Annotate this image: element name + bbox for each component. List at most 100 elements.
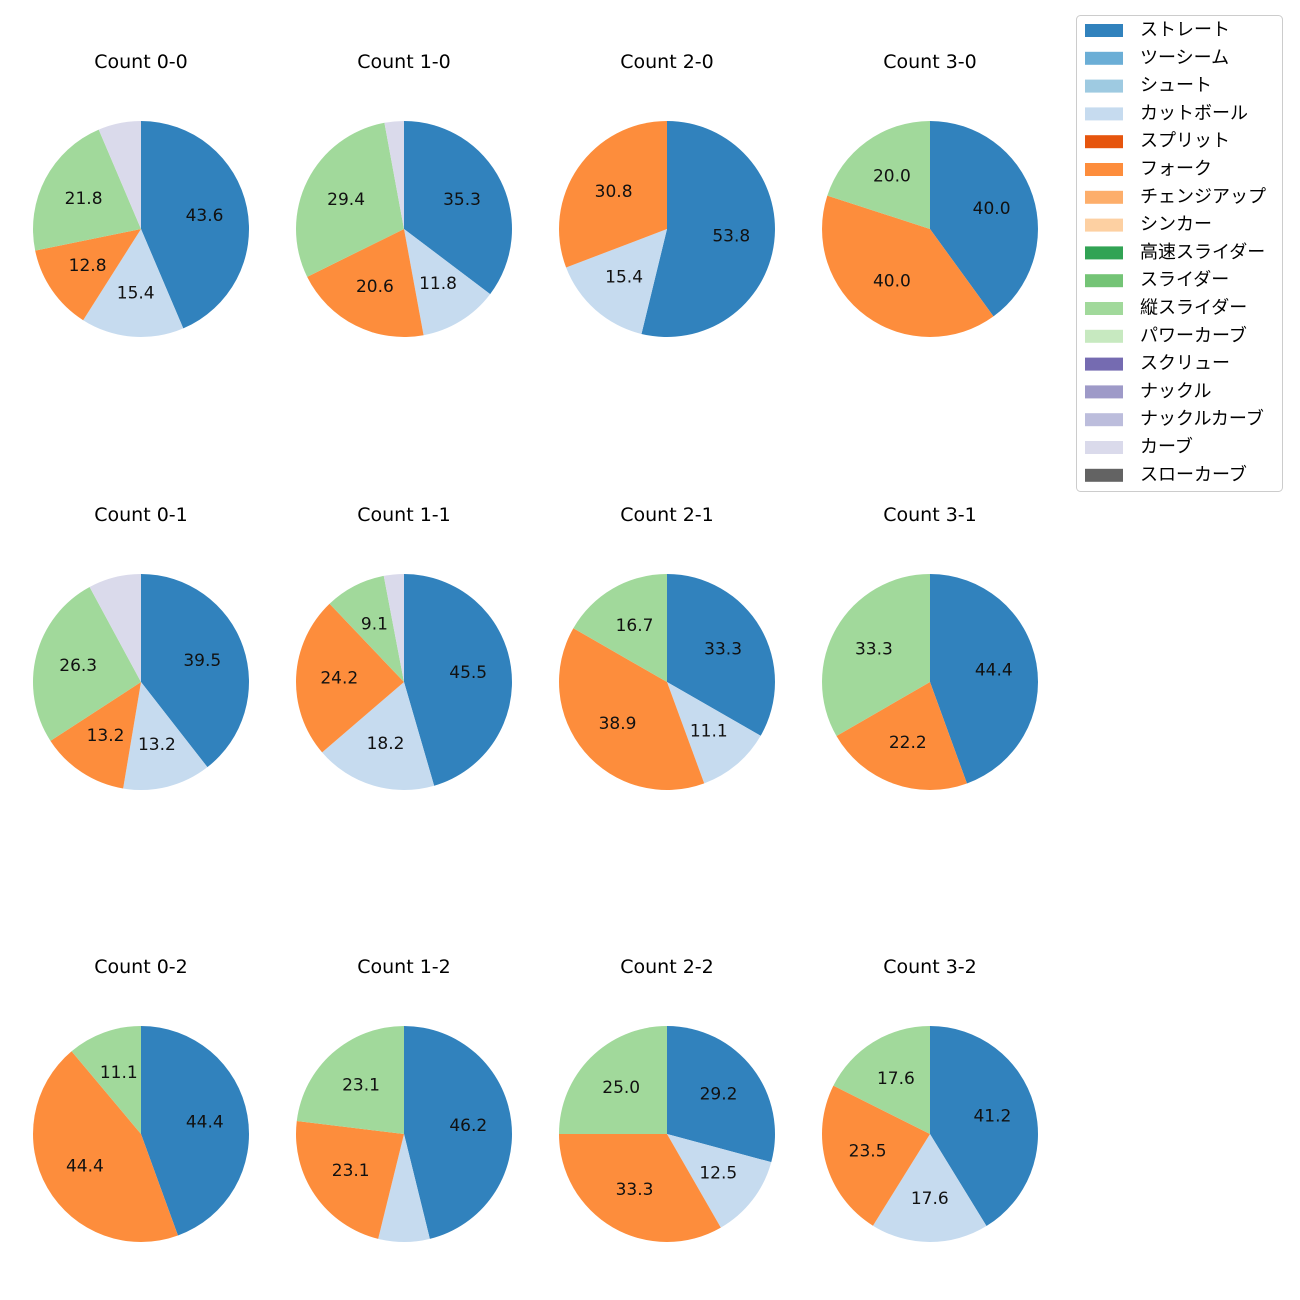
slice-label: 30.8 — [595, 182, 633, 202]
pie-slice — [35, 229, 141, 321]
pie-slice — [83, 229, 184, 338]
legend-swatch — [1085, 135, 1123, 149]
slice-label: 39.5 — [183, 651, 221, 671]
slice-label: 16.7 — [616, 616, 654, 636]
pie-chart: Count 2-0 53.8 15.4 30.8 — [558, 51, 775, 337]
legend-label: スライダー — [1140, 270, 1229, 291]
pie-slice — [98, 121, 141, 229]
legend-swatch — [1085, 246, 1123, 260]
slice-label: 25.0 — [602, 1078, 640, 1098]
legend-label: カーブ — [1140, 436, 1193, 458]
legend-label: カットボール — [1140, 103, 1248, 124]
slice-label: 17.6 — [877, 1069, 915, 1089]
legend-swatch — [1085, 218, 1123, 232]
slice-label: 33.3 — [855, 640, 893, 660]
pie-slice — [566, 229, 667, 334]
pie-slice — [404, 121, 513, 295]
legend-label: スローカーブ — [1140, 463, 1247, 485]
pie-slice — [404, 1026, 512, 1239]
slice-label: 17.6 — [911, 1189, 949, 1209]
legend-swatch — [1085, 190, 1123, 204]
slice-label: 18.2 — [367, 734, 405, 754]
pie-slice — [404, 574, 512, 786]
legend-swatch — [1085, 163, 1123, 176]
slice-label: 44.4 — [975, 661, 1013, 681]
slice-label: 15.4 — [605, 268, 643, 288]
pie-slice — [822, 195, 994, 337]
pie-title: Count 1-2 — [357, 956, 451, 978]
slice-label: 13.2 — [138, 735, 176, 755]
legend-swatch — [1085, 468, 1123, 482]
pie-slice — [559, 1134, 721, 1242]
pie-chart: Count 2-1 33.3 11.1 38.9 16.7 — [559, 504, 775, 790]
slice-label: 12.5 — [699, 1164, 737, 1184]
slice-label: 20.0 — [873, 167, 911, 187]
slice-label: 23.1 — [342, 1076, 380, 1096]
pie-chart: Count 0-1 39.5 13.2 13.2 26.3 — [32, 504, 250, 791]
legend-swatch — [1085, 79, 1123, 93]
pie-slice — [559, 1026, 667, 1134]
pie-chart: Count 2-2 29.2 12.5 33.3 25.0 — [559, 956, 775, 1242]
pie-slice — [930, 574, 1039, 784]
slice-label: 11.1 — [100, 1063, 138, 1083]
legend-swatch — [1085, 357, 1123, 371]
pie-chart: Count 1-0 35.3 11.8 20.6 29.4 — [295, 51, 513, 337]
pie-title: Count 3-2 — [883, 956, 977, 978]
legend-swatch — [1085, 51, 1123, 65]
slice-label: 33.3 — [616, 1180, 654, 1200]
pie-title: Count 1-0 — [357, 51, 451, 73]
slice-label: 45.5 — [449, 663, 487, 683]
slice-label: 40.0 — [873, 271, 911, 291]
legend-swatch — [1085, 302, 1123, 315]
pie-slice — [295, 122, 404, 277]
pie-slice — [836, 682, 967, 791]
legend-label: ツーシーム — [1140, 47, 1229, 68]
pie-chart: Count 0-0 43.6 15.4 12.8 21.8 — [33, 51, 250, 338]
pie-slice — [822, 574, 930, 736]
pie-slice — [141, 121, 250, 329]
legend-label: シンカー — [1140, 214, 1212, 235]
pie-chart: Count 1-2 46.2 23.1 23.1 — [296, 956, 512, 1242]
slice-label: 9.1 — [361, 614, 388, 634]
legend-swatch — [1085, 274, 1123, 288]
legend-label: スクリュー — [1140, 353, 1230, 374]
slice-label: 44.4 — [66, 1156, 104, 1176]
pie-slice — [329, 575, 404, 682]
legend-label: スプリット — [1140, 131, 1230, 152]
slice-label: 35.3 — [443, 190, 481, 210]
pie-slice — [872, 1134, 987, 1242]
pie-slice — [50, 682, 141, 789]
pie-chart: Count 3-0 40.0 40.0 20.0 — [822, 51, 1038, 337]
pie-slice — [384, 121, 404, 229]
legend-label: ナックルカーブ — [1140, 408, 1264, 430]
pie-title: Count 0-1 — [94, 504, 188, 526]
pie-slice — [558, 121, 667, 268]
slice-label: 13.2 — [87, 726, 125, 746]
slice-label: 24.2 — [320, 669, 358, 689]
pie-slice — [559, 628, 705, 790]
pie-title: Count 2-0 — [620, 51, 714, 73]
pie-slice — [383, 574, 404, 682]
pie-slice — [71, 1026, 141, 1134]
legend-label: チェンジアップ — [1140, 186, 1266, 207]
pie-slice — [296, 603, 404, 753]
pie-slice — [33, 129, 141, 251]
pie-title: Count 1-1 — [357, 504, 451, 526]
legend-label: 縦スライダー — [1140, 298, 1247, 319]
slice-label: 23.1 — [332, 1161, 370, 1181]
pie-title: Count 2-2 — [620, 956, 714, 978]
slice-label: 44.4 — [186, 1113, 224, 1133]
pie-title: Count 3-1 — [883, 504, 977, 526]
legend-swatch — [1085, 441, 1123, 454]
legend-label: 高速スライダー — [1140, 242, 1265, 263]
legend-label: シュート — [1140, 75, 1212, 96]
slice-label: 53.8 — [712, 227, 750, 247]
pie-slice — [296, 1026, 404, 1134]
pie-slice — [833, 1026, 930, 1134]
pie-chart: Count 1-1 45.5 18.2 24.2 9.1 — [296, 504, 512, 790]
legend-swatch — [1085, 24, 1123, 37]
pie-slice — [404, 229, 491, 336]
slice-label: 29.4 — [327, 190, 365, 210]
pie-slice — [378, 1134, 430, 1242]
